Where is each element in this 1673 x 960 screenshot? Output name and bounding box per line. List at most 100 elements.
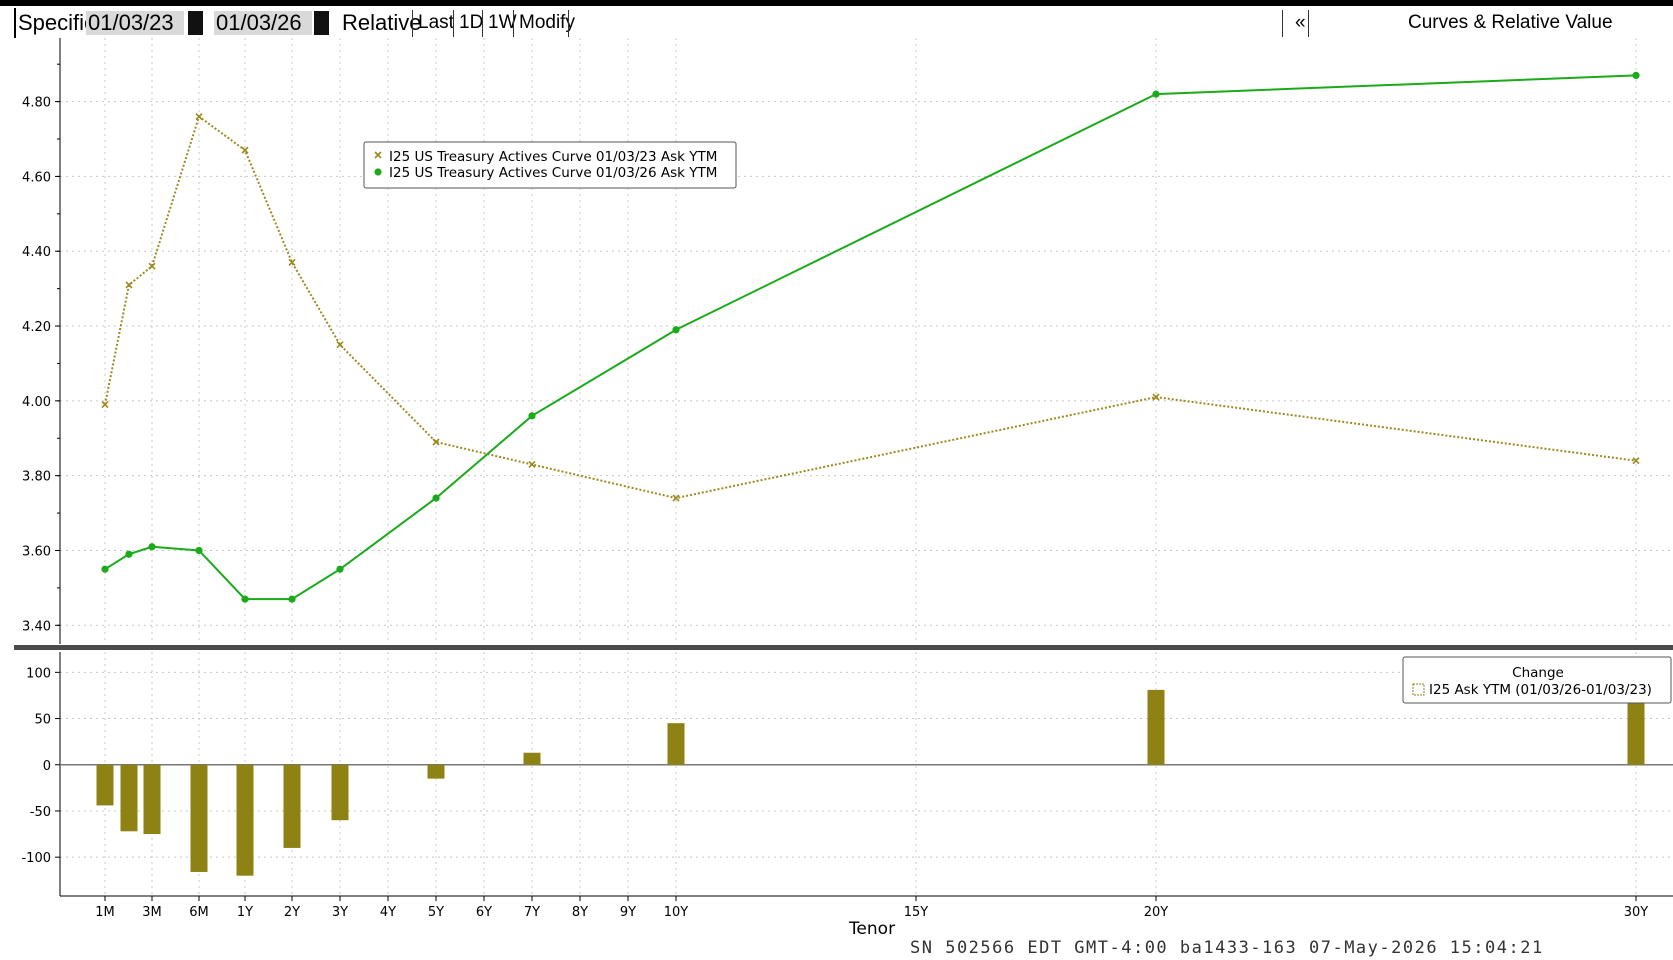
one-week-button[interactable]: 1W <box>488 12 517 33</box>
legend-label-change: I25 Ask YTM (01/03/26-01/03/23) <box>1429 682 1652 698</box>
separator <box>568 10 569 37</box>
curve-legend: I25 US Treasury Actives Curve 01/03/23 A… <box>363 141 737 189</box>
legend-box <box>363 141 737 189</box>
separator <box>453 10 454 37</box>
separator <box>1308 10 1309 37</box>
change-bar <box>1147 689 1165 765</box>
point-2023 <box>148 262 156 270</box>
x-tick-label: 1Y <box>237 905 253 920</box>
change-bar <box>523 752 541 765</box>
x-tick-label: 7Y <box>524 905 540 920</box>
upper-y-axis: 3.40 3.60 3.80 4.00 4.20 4.40 4.60 4.80 <box>22 63 60 634</box>
x-tick-label: 1M <box>95 905 115 920</box>
y-tick-label: 50 <box>34 713 51 728</box>
relative-button[interactable]: Relative <box>342 10 422 35</box>
end-date-field[interactable]: 01/03/26 <box>214 11 312 35</box>
separator <box>513 10 514 37</box>
point-2026 <box>1632 71 1640 80</box>
x-tick-label: 10Y <box>664 905 689 920</box>
change-bar <box>96 764 114 806</box>
panel-title: Curves & Relative Value <box>1408 12 1613 33</box>
point-2026 <box>125 550 133 558</box>
x-tick-label: 2Y <box>284 905 300 920</box>
x-tick-label: 6Y <box>476 905 492 920</box>
change-bar <box>667 723 685 765</box>
y-tick-label: 4.20 <box>22 320 51 335</box>
point-2026 <box>241 595 249 603</box>
y-tick-label: 3.80 <box>22 470 51 485</box>
collapse-button[interactable]: « <box>1295 12 1306 33</box>
start-date-field[interactable]: 01/03/23 <box>86 11 184 35</box>
legend-title: Change <box>1512 665 1564 681</box>
x-axis-title: Tenor <box>848 919 895 939</box>
y-tick-label: 4.00 <box>22 395 51 410</box>
legend-marker-2026 <box>374 168 382 176</box>
modify-button[interactable]: Modify <box>519 12 575 33</box>
point-2023 <box>101 401 109 409</box>
point-2023 <box>195 112 203 121</box>
start-date-calendar-button[interactable] <box>188 11 203 35</box>
legend-label-2026: I25 US Treasury Actives Curve 01/03/26 A… <box>389 165 717 181</box>
chart-axes <box>14 38 1673 897</box>
change-bar <box>331 764 349 821</box>
separator <box>1282 10 1283 37</box>
point-2023 <box>1152 393 1160 401</box>
lower-y-axis: 100 50 0 -50 -100 <box>21 666 60 866</box>
x-tick-label: 9Y <box>620 905 636 920</box>
point-2023 <box>432 438 440 446</box>
change-bars <box>96 669 1645 876</box>
legend-marker-change <box>1412 683 1425 696</box>
x-tick-label: 3Y <box>332 905 348 920</box>
point-2023 <box>528 460 536 469</box>
change-bar <box>283 764 301 848</box>
x-tick-label: 20Y <box>1144 905 1169 920</box>
point-2026 <box>101 565 109 573</box>
toolbar: Specific 01/03/23 01/03/26 Relative Last… <box>14 8 1673 38</box>
x-tick-label: 5Y <box>428 905 444 920</box>
point-2026 <box>1152 90 1160 98</box>
point-2023 <box>1632 457 1640 465</box>
y-tick-label: -100 <box>21 851 51 866</box>
change-bar <box>427 764 445 779</box>
point-2023 <box>288 258 296 267</box>
y-tick-label: 3.40 <box>22 619 51 634</box>
point-2026 <box>528 412 536 420</box>
point-2026 <box>432 494 440 502</box>
change-bar <box>120 764 138 832</box>
last-button[interactable]: Last <box>418 12 454 33</box>
separator <box>482 10 483 37</box>
window-top-border <box>0 0 1673 6</box>
y-tick-label: 3.60 <box>22 544 51 559</box>
x-tick-label: 15Y <box>904 905 929 920</box>
point-2023 <box>336 341 344 349</box>
point-2026 <box>336 565 344 573</box>
legend-marker-2023 <box>374 151 382 159</box>
change-bar <box>190 764 208 872</box>
point-2026 <box>672 326 680 334</box>
upper-grid <box>60 38 1673 644</box>
point-2026 <box>288 595 296 603</box>
specific-mode-label[interactable]: Specific <box>18 10 96 35</box>
x-tick-label: 30Y <box>1624 905 1649 920</box>
y-tick-label: 100 <box>26 666 51 681</box>
x-tick-label: 8Y <box>572 905 588 920</box>
pane-splitter <box>14 645 1673 650</box>
change-bar <box>143 764 161 835</box>
curve-markers <box>101 71 1640 603</box>
status-footer: SN 502566 EDT GMT-4:00 ba1433-163 07-May… <box>910 938 1544 958</box>
change-bar <box>236 764 254 876</box>
series-line-2026 <box>104 74 1637 601</box>
y-tick-label: 4.40 <box>22 245 51 260</box>
point-2026 <box>195 546 203 555</box>
end-date-calendar-button[interactable] <box>314 11 329 35</box>
y-tick-label: 4.80 <box>22 96 51 111</box>
point-2023 <box>241 146 249 154</box>
separator <box>412 10 413 37</box>
x-tick-label: 3M <box>142 905 162 920</box>
x-tick-label: 6M <box>189 905 209 920</box>
x-axis: 1M 3M 6M 1Y 2Y 3Y 4Y 5Y 6Y 7Y 8Y 9Y 10Y 15Y 20Y 30Y <box>95 896 1648 920</box>
legend-box <box>1402 656 1672 704</box>
one-day-button[interactable]: 1D <box>459 12 484 33</box>
